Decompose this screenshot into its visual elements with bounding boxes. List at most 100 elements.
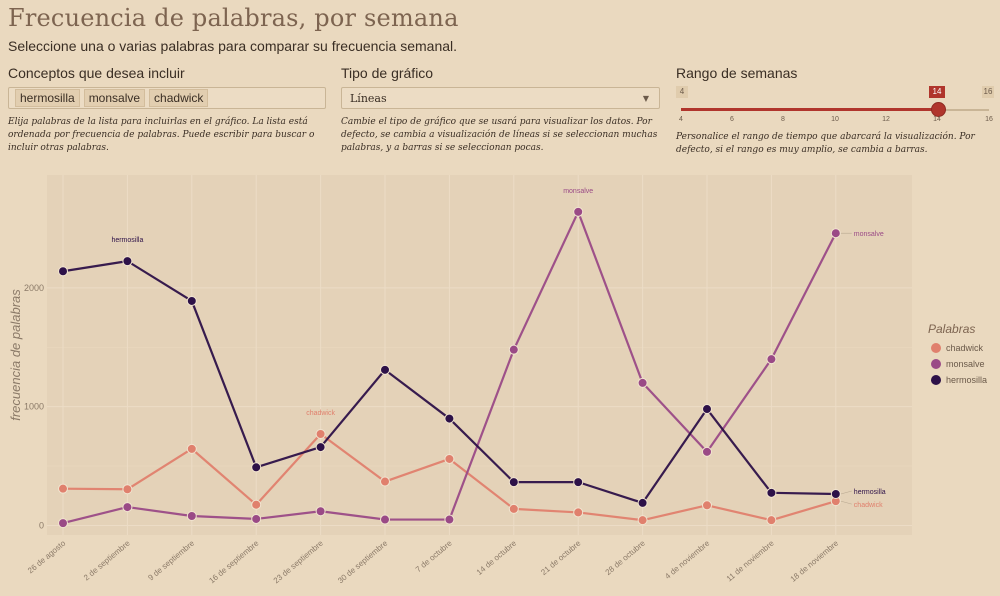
data-point-chadwick	[251, 499, 262, 510]
data-point-hermosilla	[702, 404, 712, 415]
page-subtitle: Seleccione una o varias palabras para co…	[8, 38, 458, 54]
legend-swatch-chadwick	[931, 343, 941, 353]
slider-tick: 10	[831, 116, 839, 123]
x-tick-label: 2 de septiembre	[82, 538, 132, 582]
slider-tick: 8	[781, 116, 785, 123]
data-point-hermosilla	[830, 489, 841, 500]
slider-value-label: 14	[929, 86, 945, 98]
legend-swatch-monsalve	[931, 359, 941, 369]
data-point-chadwick	[186, 443, 197, 454]
slider-tick: 14	[933, 116, 941, 123]
data-point-hermosilla	[508, 477, 519, 488]
y-tick-label: 1000	[24, 402, 44, 412]
line-chart: 0 1000 2000 26 de agosto 2 de septiembre 9 de…	[8, 175, 987, 585]
slider-tick: 12	[882, 116, 890, 123]
chart-type-select[interactable]: Líneas ▼	[341, 87, 660, 109]
annotation-label: monsalve	[854, 231, 884, 238]
x-tick-label: 28 de octubre	[604, 538, 648, 577]
data-point-hermosilla	[186, 295, 197, 306]
data-point-chadwick	[58, 483, 68, 494]
data-point-monsalve	[380, 514, 390, 525]
data-point-hermosilla	[58, 266, 68, 277]
chevron-down-icon: ▼	[642, 93, 649, 103]
concepts-input[interactable]: hermosilla monsalve chadwick	[8, 87, 326, 109]
legend-title: Palabras	[928, 322, 975, 336]
data-point-hermosilla	[122, 256, 133, 267]
data-point-chadwick	[508, 503, 519, 514]
x-tick-label: 9 de septiembre	[146, 538, 196, 582]
data-point-monsalve	[186, 510, 197, 521]
x-tick-label: 11 de noviembre	[725, 538, 776, 583]
slider-max-label: 16	[982, 86, 994, 98]
data-point-chadwick	[766, 515, 777, 526]
data-point-chadwick	[702, 500, 712, 511]
week-range-label: Rango de semanas	[676, 65, 798, 81]
slider-handle[interactable]	[931, 102, 946, 117]
annotation-label: hermosilla	[854, 489, 886, 496]
slider-min-label: 4	[676, 86, 688, 98]
data-point-chadwick	[573, 507, 584, 518]
data-point-monsalve	[830, 228, 841, 239]
annotation-leader	[840, 490, 852, 495]
x-tick-label: 18 de noviembre	[789, 538, 841, 584]
data-point-hermosilla	[380, 364, 390, 375]
x-tick-label: 7 de octubre	[414, 538, 454, 574]
data-point-monsalve	[251, 513, 262, 524]
x-tick-label: 30 de septiembre	[336, 538, 390, 585]
chart-type-help: Cambie el tipo de gráfico que se usará p…	[341, 117, 658, 153]
legend-swatch-hermosilla	[931, 375, 941, 385]
data-point-monsalve	[766, 354, 777, 365]
data-point-monsalve	[702, 446, 712, 457]
data-point-hermosilla	[315, 442, 326, 453]
concept-chip[interactable]: chadwick	[149, 89, 209, 107]
x-tick-label: 26 de agosto	[26, 538, 68, 575]
legend-label-hermosilla: hermosilla	[946, 375, 987, 385]
y-axis-title: frecuencia de palabras	[8, 289, 23, 421]
slider-fill	[681, 108, 937, 111]
data-point-chadwick	[444, 453, 455, 464]
data-point-chadwick	[122, 484, 133, 495]
data-point-chadwick	[637, 515, 648, 526]
slider-tick: 16	[985, 116, 993, 123]
data-point-monsalve	[122, 502, 133, 513]
x-tick-label: 4 de noviembre	[663, 538, 711, 581]
legend-label-chadwick: chadwick	[946, 343, 984, 353]
data-point-hermosilla	[637, 497, 648, 508]
data-point-chadwick	[380, 476, 390, 487]
y-tick-label: 0	[39, 520, 44, 530]
concept-chip[interactable]: hermosilla	[15, 89, 80, 107]
annotation-label: hermosilla	[111, 237, 143, 244]
plot-panel	[47, 175, 912, 535]
x-tick-label: 23 de septiembre	[272, 538, 326, 585]
annotation-label: chadwick	[854, 502, 883, 509]
chart-type-value: Líneas	[350, 91, 387, 105]
data-point-hermosilla	[251, 462, 262, 473]
concepts-label: Conceptos que desea incluir	[8, 65, 185, 81]
data-point-monsalve	[58, 518, 68, 529]
data-point-monsalve	[508, 344, 519, 355]
data-point-chadwick	[315, 429, 326, 440]
annotation-label: monsalve	[563, 188, 593, 195]
data-point-hermosilla	[573, 477, 584, 488]
x-tick-label: 16 de septiembre	[207, 538, 261, 585]
week-range-help: Personalice el rango de tiempo que abarc…	[676, 132, 975, 155]
data-point-monsalve	[315, 506, 326, 517]
data-point-monsalve	[573, 206, 584, 217]
annotation-leader	[840, 500, 852, 505]
slider-tick: 6	[730, 116, 734, 123]
x-tick-label: 21 de octubre	[539, 538, 583, 577]
x-tick-label: 14 de octubre	[475, 538, 519, 577]
legend-label-monsalve: monsalve	[946, 359, 985, 369]
concepts-help: Elija palabras de la lista para incluirl…	[8, 117, 315, 153]
annotation-label: chadwick	[306, 410, 335, 417]
chart-type-label: Tipo de gráfico	[341, 65, 434, 81]
data-point-hermosilla	[444, 413, 455, 424]
concept-chip[interactable]: monsalve	[83, 89, 146, 107]
page-title: Frecuencia de palabras, por semana	[8, 4, 459, 32]
data-point-hermosilla	[766, 487, 777, 498]
data-point-monsalve	[444, 514, 455, 525]
y-tick-label: 2000	[24, 283, 44, 293]
week-range-slider[interactable]: 4 16 14 4 6 8 10 12 14 16	[676, 84, 994, 124]
slider-tick: 4	[679, 116, 683, 123]
data-point-monsalve	[637, 377, 648, 388]
